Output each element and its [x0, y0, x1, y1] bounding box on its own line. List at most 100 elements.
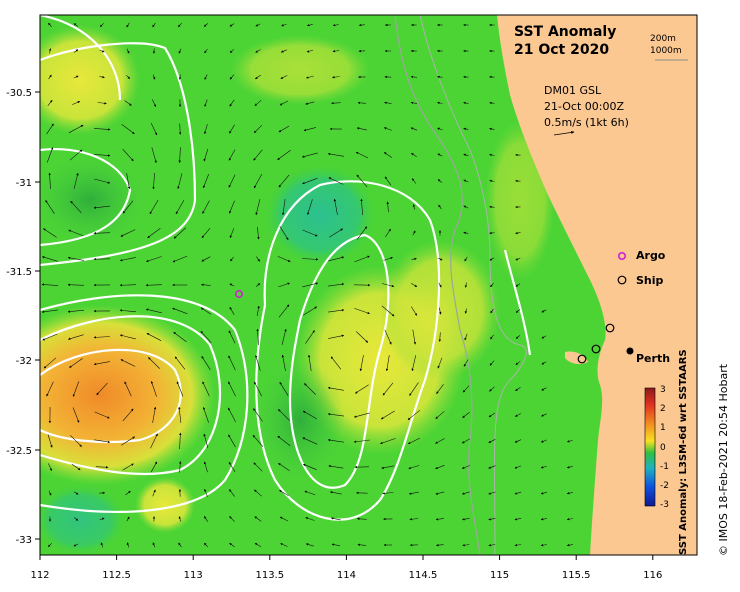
current-vector-arrow	[99, 49, 105, 53]
current-vector-arrow	[462, 518, 470, 521]
current-vector-arrow	[124, 381, 132, 397]
current-vector-arrow	[204, 516, 208, 522]
current-vector-arrow	[228, 381, 236, 397]
current-vector-arrow	[125, 490, 131, 496]
current-vector-arrow	[306, 49, 314, 53]
current-vector-arrow	[540, 465, 547, 469]
current-vector-arrow	[305, 330, 315, 344]
current-vector-arrow	[278, 463, 290, 471]
current-vector-arrow	[279, 226, 289, 241]
y-tick-label: -31.5	[6, 267, 32, 278]
current-vector-arrow	[409, 382, 419, 396]
current-vector-arrow	[407, 437, 421, 445]
current-vector-arrow	[47, 543, 53, 547]
current-vector-arrow	[201, 283, 211, 286]
current-vector-arrow	[488, 491, 496, 495]
colorbar	[644, 387, 656, 507]
cool-patch-sw	[40, 485, 125, 555]
colorbar-tick: -2	[660, 481, 669, 491]
current-vector-arrow	[381, 465, 395, 469]
current-vector-arrow	[540, 517, 547, 521]
current-vector-arrow	[126, 516, 130, 522]
current-vector-arrow	[437, 127, 443, 131]
current-vector-arrow	[302, 152, 318, 158]
current-vector-arrow	[43, 228, 57, 238]
current-vector-arrow	[566, 491, 573, 495]
current-vector-arrow	[255, 49, 261, 53]
current-vector-arrow	[489, 205, 495, 209]
current-vector-arrow	[462, 385, 470, 393]
current-vector-arrow	[252, 434, 264, 447]
current-vector-arrow	[302, 410, 318, 420]
y-tick-label: -32.5	[6, 446, 32, 457]
current-vector-arrow	[386, 201, 389, 213]
current-vector-arrow	[278, 282, 290, 288]
current-vector-arrow	[304, 383, 316, 395]
current-vector-arrow	[255, 355, 261, 371]
current-vector-arrow	[489, 127, 495, 131]
current-vector-arrow	[381, 305, 395, 317]
current-vector-arrow	[353, 439, 370, 443]
current-vector-arrow	[119, 257, 136, 262]
current-vector-arrow	[514, 518, 522, 521]
current-vector-arrow	[540, 543, 547, 547]
current-vector-arrow	[302, 177, 318, 185]
current-vector-arrow	[411, 355, 417, 372]
current-vector-arrow	[48, 48, 52, 54]
copyright-text: © IMOS 18-Feb-2021 20:54 Hobart	[717, 363, 730, 556]
current-vector-arrow	[437, 153, 443, 157]
current-vector-arrow	[409, 491, 419, 495]
current-vector-arrow	[305, 517, 315, 521]
current-vector-arrow	[93, 232, 111, 235]
current-vector-arrow	[148, 357, 160, 369]
current-vector-arrow	[151, 147, 157, 163]
current-vector-arrow	[357, 101, 367, 105]
current-vector-arrow	[126, 48, 130, 54]
x-tick-label: 112	[30, 570, 49, 581]
current-vector-arrow	[356, 127, 367, 131]
current-vector-arrow	[152, 172, 155, 190]
current-vector-arrow	[253, 408, 263, 422]
current-vector-arrow	[464, 333, 468, 341]
current-vector-arrow	[462, 544, 470, 547]
current-vector-arrow	[176, 381, 184, 397]
current-vector-arrow	[411, 257, 417, 261]
current-vector-arrow	[122, 408, 134, 422]
current-vector-arrow	[47, 99, 53, 106]
current-vector-arrow	[122, 148, 134, 162]
current-vector-arrow	[256, 328, 259, 346]
current-vector-arrow	[515, 283, 521, 287]
current-vector-arrow	[540, 491, 547, 495]
current-vector-arrow	[383, 257, 393, 261]
x-tick-label: 114	[337, 570, 356, 581]
current-vector-arrow	[541, 309, 547, 313]
current-vector-arrow	[437, 357, 443, 369]
current-vector-arrow	[355, 151, 369, 159]
current-vector-arrow	[229, 49, 235, 53]
current-vector-arrow	[515, 361, 521, 365]
current-vector-arrow	[411, 178, 417, 184]
current-vector-arrow	[408, 465, 420, 470]
current-vector-arrow	[303, 127, 317, 132]
current-vector-arrow	[463, 179, 469, 183]
argo-legend-label: Argo	[636, 249, 666, 262]
current-vector-arrow	[410, 127, 418, 131]
current-vector-arrow	[99, 75, 105, 79]
current-vector-arrow	[382, 492, 394, 495]
current-vector-arrow	[566, 465, 573, 469]
current-vector-arrow	[541, 413, 547, 417]
ship-marker	[591, 344, 601, 354]
depth-legend-1000m: 1000m	[650, 46, 682, 56]
current-vector-arrow	[228, 407, 236, 423]
current-vector-arrow	[122, 463, 134, 471]
current-vector-arrow	[94, 411, 110, 419]
current-vector-arrow	[302, 282, 319, 288]
current-vector-arrow	[514, 543, 522, 547]
current-vector-arrow	[150, 381, 157, 397]
current-vector-arrow	[490, 308, 494, 314]
current-vector-arrow	[514, 439, 522, 443]
bathymetry-1000m	[394, 15, 481, 555]
current-vector-arrow	[229, 228, 235, 238]
current-vector-arrow	[72, 407, 80, 423]
current-vector-arrow	[488, 465, 496, 469]
